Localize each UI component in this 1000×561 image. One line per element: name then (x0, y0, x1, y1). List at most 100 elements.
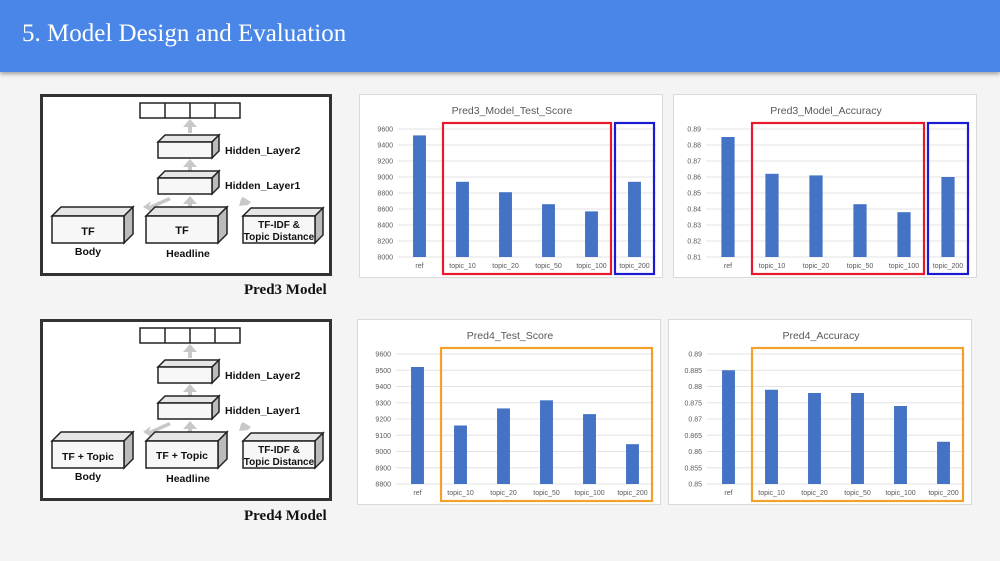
bar-topic_200 (937, 441, 950, 484)
slide-title: 5. Model Design and Evaluation (22, 20, 347, 47)
pred4-caption: Pred4 Model (244, 508, 327, 524)
y-tick-label: 9000 (375, 449, 391, 456)
highlight-box-blue (613, 121, 656, 276)
y-tick-label: 9200 (377, 159, 393, 166)
x-tick-label: topic_100 (885, 490, 915, 497)
bar-topic_10 (456, 181, 469, 257)
bar-topic_200 (626, 444, 639, 484)
chart-title: Pred3_Model_Test_Score (452, 105, 573, 117)
highlight-box-red (750, 121, 926, 276)
bar-topic_10 (765, 173, 779, 257)
x-tick-label: ref (415, 263, 423, 270)
input-body-block (50, 430, 135, 470)
input-headline-label: Headline (166, 473, 210, 485)
x-tick-label: topic_200 (617, 490, 647, 497)
chart-pred3-test-score: Pred3_Model_Test_Score 8000 8200 8400 8600 88… (359, 94, 663, 278)
y-tick-label: 0.87 (688, 417, 702, 424)
highlight-box-red (441, 121, 613, 276)
pred4-diagram: Hidden_Layer2 Hidden_Layer1 TF + Topic B… (40, 319, 332, 501)
input-body-box-text: TF + Topic (62, 451, 114, 463)
pred3-diagram-svg: Hidden_Layer2 Hidden_Layer1 TF Body TF H… (50, 102, 325, 260)
y-tick-label: 0.86 (687, 175, 701, 182)
x-tick-label: topic_20 (803, 263, 830, 270)
bar-ref (722, 370, 735, 484)
flow-arrows (143, 344, 251, 438)
x-tick-label: topic_50 (844, 490, 871, 497)
y-tick-label: 0.81 (687, 255, 701, 262)
chart-pred4-test-score: Pred4_Test_Score 8800 8900 9000 9100 9200 9300… (357, 319, 661, 505)
x-tick-label: topic_50 (535, 263, 562, 270)
highlight-box-orange (439, 346, 654, 503)
x-tick-label: topic_200 (619, 263, 649, 270)
y-tick-label: 9100 (375, 433, 391, 440)
input-body-box-text: TF (81, 226, 95, 238)
pred3-caption: Pred3 Model (244, 282, 327, 298)
input-headline-label: Headline (166, 248, 210, 260)
input-body-block (50, 205, 135, 245)
y-tick-label: 8800 (375, 482, 391, 489)
y-tick-label: 0.885 (684, 368, 702, 375)
y-tick-label: 8900 (375, 465, 391, 472)
input-tfidf-line1: TF-IDF & (258, 445, 300, 456)
y-tick-label: 9400 (375, 384, 391, 391)
input-headline-box-text: TF (175, 225, 189, 237)
output-vector (139, 327, 241, 344)
chart-title: Pred3_Model_Accuracy (770, 105, 882, 117)
input-body-label: Body (75, 471, 101, 483)
hidden-layer-2-block (156, 358, 221, 385)
input-tfidf-block (241, 431, 325, 470)
chart-title: Pred4_Test_Score (467, 330, 554, 342)
highlight-box-blue (926, 121, 970, 276)
input-tfidf-line1: TF-IDF & (258, 220, 300, 231)
y-tick-label: 0.85 (687, 191, 701, 198)
chart-pred3-accuracy: Pred3_Model_Accuracy 0.81 0.82 0.83 0.84 0.85… (673, 94, 977, 278)
y-tick-label: 8200 (377, 239, 393, 246)
output-vector (139, 102, 241, 119)
hidden-layer-1-label: Hidden_Layer1 (225, 180, 300, 192)
chart-pred4-accuracy: Pred4_Accuracy 0.85 0.855 0.86 0.865 0.87 0.87… (668, 319, 972, 505)
x-tick-label: topic_10 (759, 263, 786, 270)
bar-topic_100 (894, 406, 907, 484)
x-tick-label: topic_10 (449, 263, 476, 270)
x-tick-label: topic_20 (490, 490, 517, 497)
bar-topic_100 (897, 212, 911, 257)
x-tick-label: topic_10 (447, 490, 474, 497)
y-tick-label: 0.86 (688, 449, 702, 456)
x-tick-label: topic_10 (758, 490, 785, 497)
y-tick-label: 0.855 (684, 465, 702, 472)
input-headline-block (144, 205, 229, 245)
y-tick-label: 8800 (377, 191, 393, 198)
y-tick-label: 9500 (375, 368, 391, 375)
y-tick-label: 8000 (377, 255, 393, 262)
bar-topic_10 (454, 425, 467, 484)
y-tick-label: 0.85 (688, 482, 702, 489)
input-body-label: Body (75, 246, 101, 258)
bar-topic_10 (765, 389, 778, 484)
x-tick-label: topic_100 (576, 263, 606, 270)
y-tick-label: 9600 (375, 352, 391, 359)
bar-ref (413, 135, 426, 257)
bar-topic_20 (499, 192, 512, 257)
x-tick-label: topic_20 (801, 490, 828, 497)
y-tick-label: 8600 (377, 207, 393, 214)
x-tick-label: ref (724, 263, 732, 270)
y-tick-label: 9000 (377, 175, 393, 182)
y-tick-label: 0.84 (687, 207, 701, 214)
bar-topic_50 (851, 393, 864, 484)
hidden-layer-2-block (156, 133, 221, 160)
hidden-layer-1-block (156, 169, 221, 196)
chart-svg: Pred4_Accuracy 0.85 0.855 0.86 0.865 0.87 0.87… (684, 330, 965, 503)
x-tick-label: topic_200 (928, 490, 958, 497)
y-tick-label: 0.89 (687, 127, 701, 134)
x-tick-label: topic_100 (889, 263, 919, 270)
y-tick-label: 9400 (377, 143, 393, 150)
x-tick-label: topic_50 (533, 490, 560, 497)
bar-ref (411, 367, 424, 484)
chart-svg: Pred3_Model_Accuracy 0.81 0.82 0.83 0.84 0.85… (687, 105, 970, 276)
input-headline-block (144, 430, 229, 470)
chart-svg: Pred4_Test_Score 8800 8900 9000 9100 9200 9300… (375, 330, 654, 503)
x-tick-label: ref (413, 490, 421, 497)
y-tick-label: 0.83 (687, 223, 701, 230)
y-tick-label: 8400 (377, 223, 393, 230)
slide-header: 5. Model Design and Evaluation (0, 0, 1000, 72)
